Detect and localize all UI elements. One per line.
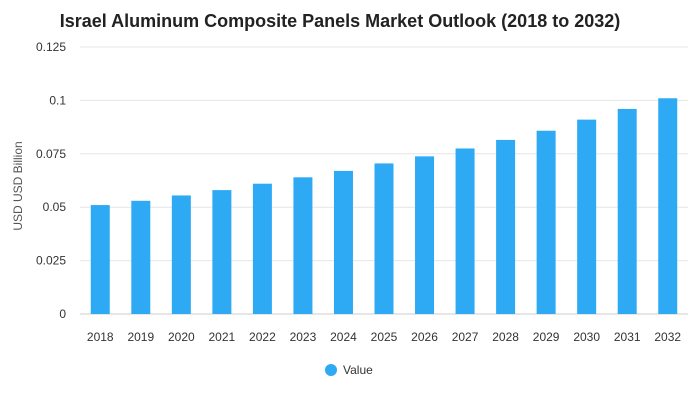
chart-title: Israel Aluminum Composite Panels Market … <box>60 11 621 31</box>
x-tick-label: 2027 <box>452 330 479 344</box>
x-tick-label: 2021 <box>209 330 236 344</box>
bar-2030 <box>577 119 597 315</box>
bar-2018 <box>90 205 110 314</box>
y-tick-label: 0.075 <box>36 147 66 161</box>
y-axis-label: USD USD Billion <box>11 141 25 230</box>
bar-2021 <box>212 190 232 314</box>
bar-2028 <box>496 139 516 314</box>
y-axis-ticks: 0 0.025 0.05 0.075 0.1 0.125 <box>36 40 66 321</box>
x-tick-label: 2026 <box>411 330 438 344</box>
y-tick-label: 0.125 <box>36 40 66 54</box>
y-tick-label: 0 <box>59 307 66 321</box>
x-tick-label: 2023 <box>290 330 317 344</box>
x-axis-ticks: 2018 2019 2020 2021 2022 2023 2024 2025 2026 2027… <box>87 330 681 344</box>
legend: Value <box>325 363 373 377</box>
legend-marker <box>325 364 337 376</box>
x-tick-label: 2019 <box>127 330 154 344</box>
x-tick-label: 2030 <box>573 330 600 344</box>
bar-2023 <box>293 177 313 314</box>
x-tick-label: 2025 <box>371 330 398 344</box>
x-tick-label: 2031 <box>614 330 641 344</box>
x-tick-label: 2032 <box>654 330 681 344</box>
x-tick-label: 2024 <box>330 330 357 344</box>
bars <box>90 98 678 315</box>
y-tick-label: 0.05 <box>43 200 67 214</box>
bar-2031 <box>617 108 637 314</box>
bar-2020 <box>171 195 191 314</box>
bar-2027 <box>455 148 475 314</box>
y-tick-label: 0.1 <box>49 93 66 107</box>
x-tick-label: 2028 <box>492 330 519 344</box>
bar-2029 <box>536 130 556 314</box>
x-tick-label: 2029 <box>533 330 560 344</box>
bar-2032 <box>658 98 678 314</box>
bar-2019 <box>131 200 151 314</box>
y-tick-label: 0.025 <box>36 254 66 268</box>
bar-2026 <box>415 156 435 314</box>
bar-2022 <box>252 183 272 314</box>
bar-2024 <box>333 170 353 314</box>
x-tick-label: 2022 <box>249 330 276 344</box>
legend-label: Value <box>343 363 373 377</box>
bar-2025 <box>374 163 394 314</box>
x-tick-label: 2020 <box>168 330 195 344</box>
x-tick-label: 2018 <box>87 330 114 344</box>
